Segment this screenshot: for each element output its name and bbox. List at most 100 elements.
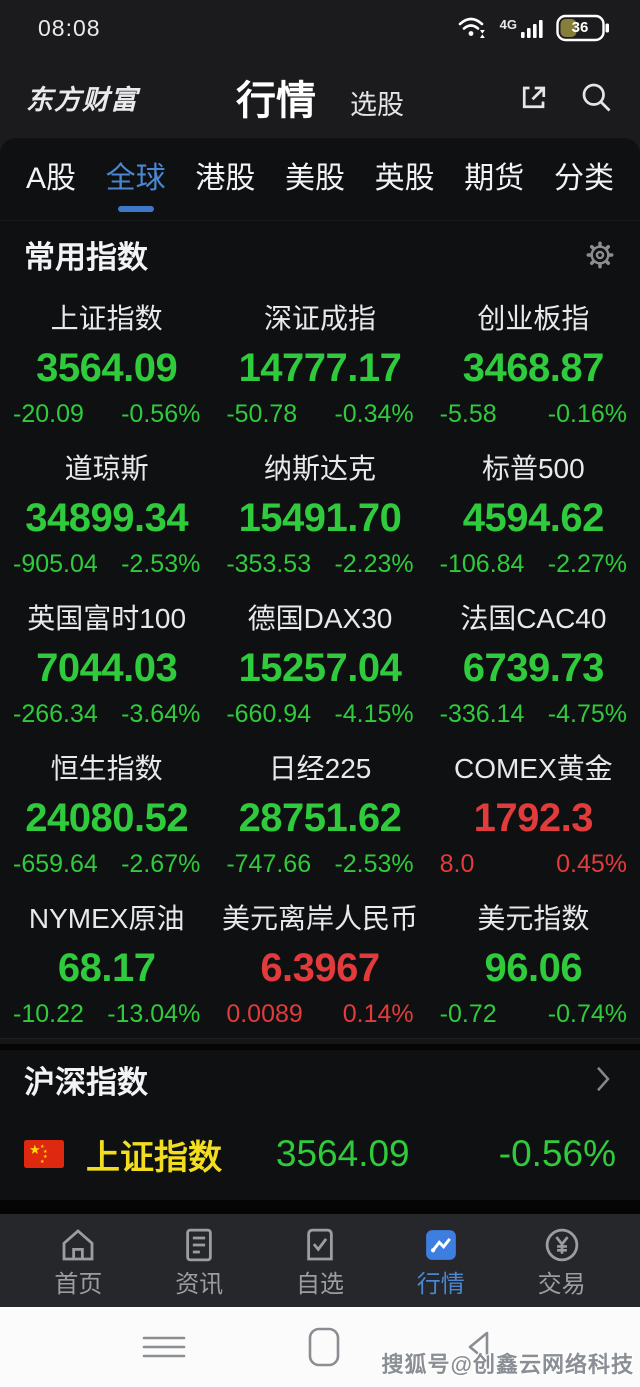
index-change-row: -747.66 -2.53% [213, 850, 426, 879]
nav-item-news[interactable]: 资讯 [149, 1224, 249, 1297]
nav-label: 交易 [537, 1271, 586, 1298]
index-value: 15257.04 [238, 646, 402, 690]
tab-uk[interactable]: 英股 [374, 162, 435, 195]
index-name: 法国CAC40 [460, 603, 607, 634]
index-value: 24080.52 [25, 796, 189, 840]
index-value: 7044.03 [36, 646, 178, 690]
index-change-row: -50.78 -0.34% [213, 400, 426, 429]
index-value: 96.06 [484, 946, 583, 990]
app-logo: 东方财富 [26, 84, 138, 115]
index-card[interactable]: 纳斯达克 15491.70 -353.53 -2.23% [213, 438, 426, 588]
index-change: -106.84 [439, 550, 525, 578]
common-indices-grid: 上证指数 3564.09 -20.09 -0.56% 深证成指 14777.17… [0, 288, 640, 1038]
market-content-card: A股 全球 港股 美股 英股 期货 分类 常用指数 上证指数 [0, 138, 640, 1200]
sse-index-row[interactable]: ★ ★ ★ ★ ★ 上证指数 3564.09 -0.56% [0, 1108, 640, 1200]
system-home-button[interactable] [302, 1325, 346, 1369]
nav-item-market[interactable]: 行情 [391, 1224, 491, 1297]
nav-label: 资讯 [175, 1271, 224, 1298]
index-change-pct: -0.56% [121, 400, 201, 428]
index-name: 上证指数 [50, 303, 163, 334]
nav-label: 首页 [54, 1271, 103, 1298]
search-button[interactable] [578, 79, 614, 115]
index-name: 纳斯达克 [263, 453, 376, 484]
index-change: -5.58 [439, 400, 497, 428]
tab-global[interactable]: 全球 [104, 150, 168, 208]
svg-text:★: ★ [40, 1144, 45, 1150]
index-change-pct: -0.34% [334, 400, 414, 428]
index-card[interactable]: 德国DAX30 15257.04 -660.94 -4.15% [213, 588, 426, 738]
chevron-right-icon [590, 1064, 616, 1094]
index-card[interactable]: 标普500 4594.62 -106.84 -2.27% [427, 438, 640, 588]
index-card[interactable]: 道琼斯 34899.34 -905.04 -2.53% [0, 438, 213, 588]
svg-text:★: ★ [43, 1149, 48, 1155]
tab-hk[interactable]: 港股 [195, 162, 256, 195]
nav-item-home[interactable]: 首页 [28, 1224, 128, 1297]
hs-indices-header[interactable]: 沪深指数 [0, 1050, 640, 1108]
index-name: 道琼斯 [64, 453, 149, 484]
section-divider [0, 1038, 640, 1050]
index-card[interactable]: NYMEX原油 68.17 -10.22 -13.04% [0, 888, 213, 1038]
tab-market-quotes[interactable]: 行情 [236, 79, 316, 123]
index-change-row: -20.09 -0.56% [0, 400, 213, 429]
tab-us[interactable]: 美股 [284, 162, 345, 195]
nav-item-trade[interactable]: 交易 [512, 1224, 612, 1297]
system-menu-button[interactable] [140, 1330, 188, 1364]
index-card[interactable]: 恒生指数 24080.52 -659.64 -2.67% [0, 738, 213, 888]
index-change-row: -336.14 -4.75% [427, 700, 640, 729]
index-change-row: 0.0089 0.14% [213, 1000, 426, 1029]
cellular-signal-icon: 4G [500, 16, 544, 40]
index-change-pct: -2.53% [334, 850, 414, 878]
index-change: 0.0089 [226, 1000, 303, 1028]
index-card[interactable]: 美元指数 96.06 -0.72 -0.74% [427, 888, 640, 1038]
index-change: -747.66 [226, 850, 312, 878]
index-card[interactable]: COMEX黄金 1792.3 8.0 0.45% [427, 738, 640, 888]
section-title: 常用指数 [24, 240, 148, 275]
index-change: -353.53 [226, 550, 312, 578]
index-change-row: -659.64 -2.67% [0, 850, 213, 879]
tab-a-shares[interactable]: A股 [26, 162, 77, 195]
bottom-nav: 首页 资讯 自选 行情 [0, 1214, 640, 1307]
svg-text:★: ★ [43, 1154, 48, 1160]
index-card[interactable]: 上证指数 3564.09 -20.09 -0.56% [0, 288, 213, 438]
index-name: 美元指数 [477, 903, 590, 934]
index-card[interactable]: 法国CAC40 6739.73 -336.14 -4.75% [427, 588, 640, 738]
index-change-pct: -2.23% [334, 550, 414, 578]
index-change-pct: -13.04% [107, 1000, 201, 1028]
home-icon [57, 1224, 99, 1266]
tab-futures[interactable]: 期货 [464, 162, 525, 195]
index-value: 28751.62 [238, 796, 402, 840]
index-change-pct: -2.67% [121, 850, 201, 878]
battery-icon: 36 [556, 14, 610, 42]
index-card[interactable]: 日经225 28751.62 -747.66 -2.53% [213, 738, 426, 888]
index-change: -10.22 [13, 1000, 84, 1028]
share-button[interactable] [516, 79, 552, 115]
hs-section-title: 沪深指数 [24, 1064, 148, 1100]
sse-index-value: 3564.09 [275, 1133, 410, 1174]
index-card[interactable]: 英国富时100 7044.03 -266.34 -3.64% [0, 588, 213, 738]
nav-item-watchlist[interactable]: 自选 [270, 1224, 370, 1297]
market-tab-bar: A股 全球 港股 美股 英股 期货 分类 [0, 138, 640, 220]
nav-label: 行情 [416, 1271, 465, 1298]
settings-gear-icon[interactable] [584, 239, 616, 271]
index-value: 4594.62 [462, 496, 605, 540]
index-card[interactable]: 深证成指 14777.17 -50.78 -0.34% [213, 288, 426, 438]
tab-category[interactable]: 分类 [553, 162, 614, 195]
tab-stock-picker[interactable]: 选股 [350, 90, 404, 120]
index-card[interactable]: 创业板指 3468.87 -5.58 -0.16% [427, 288, 640, 438]
index-name: COMEX黄金 [453, 753, 613, 784]
index-change-pct: -4.75% [547, 700, 627, 728]
index-name: 日经225 [268, 753, 372, 784]
index-value: 14777.17 [238, 346, 402, 390]
network-type-label: 4G [499, 17, 517, 32]
system-back-button[interactable] [460, 1327, 500, 1367]
index-change-pct: -2.53% [121, 550, 201, 578]
index-change-pct: -0.16% [547, 400, 627, 428]
nav-divider [0, 1200, 640, 1214]
index-change: 8.0 [439, 850, 475, 878]
index-change-row: -353.53 -2.23% [213, 550, 426, 579]
index-card[interactable]: 美元离岸人民币 6.3967 0.0089 0.14% [213, 888, 426, 1038]
index-name: 英国富时100 [27, 603, 187, 634]
battery-level-label: 36 [571, 19, 589, 36]
index-change-row: -905.04 -2.53% [0, 550, 213, 579]
index-value: 3468.87 [462, 346, 605, 390]
